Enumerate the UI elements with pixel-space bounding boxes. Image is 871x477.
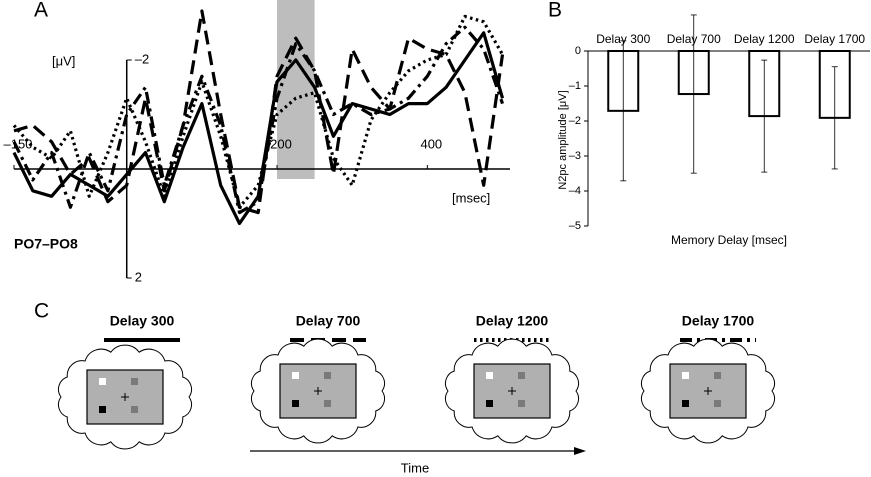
x-axis-label: Memory Delay [msec]: [671, 233, 787, 247]
item-black: [486, 400, 493, 407]
y-tick-label: –2: [135, 51, 149, 66]
item-white: [486, 372, 493, 379]
item-black: [682, 400, 689, 407]
y-tick-label: 0: [575, 45, 581, 57]
condition-label: Delay 300: [110, 313, 175, 329]
item-black: [99, 406, 106, 413]
category-label: Delay 300: [596, 32, 650, 46]
item-white: [292, 372, 299, 379]
erp-line: [12, 14, 504, 209]
category-label: Delay 1700: [804, 32, 865, 46]
item-gray: [518, 372, 525, 379]
item-gray: [324, 372, 331, 379]
y-axis-label: N2pc amplitude [μV]: [557, 90, 569, 189]
erp-line: [12, 25, 505, 215]
y-tick-label: –3: [569, 150, 581, 162]
y-tick-label: –4: [569, 185, 581, 197]
condition-label: Delay 1200: [476, 313, 549, 329]
fixation-cross: [121, 393, 129, 401]
x-tick-label: 400: [420, 136, 442, 151]
item-white: [682, 372, 689, 379]
panel-label: B: [548, 0, 562, 22]
y-tick-label: –1: [569, 80, 581, 92]
panel-label: C: [34, 300, 49, 323]
y-tick-label: 2: [135, 269, 142, 284]
item-gray: [131, 406, 138, 413]
erp-line: [13, 9, 505, 215]
item-white: [99, 378, 106, 385]
item-black: [292, 400, 299, 407]
time-label: Time: [401, 460, 429, 475]
y-unit: [μV]: [52, 53, 75, 68]
fixation-cross: [508, 387, 516, 395]
y-tick-label: –2: [569, 115, 581, 127]
y-tick-label: –5: [569, 220, 581, 232]
highlight-window: [277, 0, 315, 179]
x-tick-label: 200: [270, 136, 292, 151]
item-gray: [324, 400, 331, 407]
item-gray: [714, 372, 721, 379]
annotation: PO7–PO8: [14, 236, 78, 252]
item-gray: [518, 400, 525, 407]
item-gray: [131, 378, 138, 385]
panel-label: A: [34, 0, 48, 22]
category-label: Delay 1200: [734, 32, 795, 46]
fixation-cross: [704, 387, 712, 395]
arrow-head: [574, 447, 586, 455]
condition-label: Delay 1700: [682, 313, 755, 329]
item-gray: [714, 400, 721, 407]
x-unit: [msec]: [452, 190, 490, 205]
fixation-cross: [314, 387, 322, 395]
condition-label: Delay 700: [296, 313, 361, 329]
